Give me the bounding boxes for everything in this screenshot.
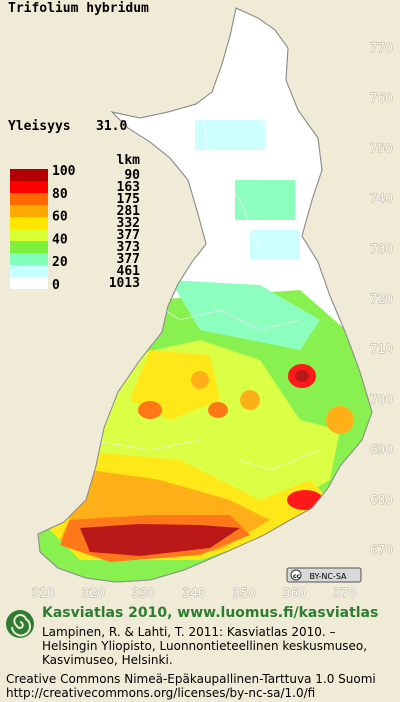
svg-text:cc: cc [293,573,301,580]
frequency-value: 31.0 [96,119,127,134]
legend-count: 1013 [109,276,140,291]
legend-count: 332 [117,216,140,231]
legend-scale-label: 20 [52,255,68,270]
northing-label: 740 [370,192,393,206]
legend-count: 373 [117,240,140,255]
legend-count: 377 [117,252,140,267]
legend-swatch [10,241,48,253]
legend-count: 163 [117,180,140,195]
legend-swatch [10,229,48,241]
citation-line: Kasvimuseo, Helsinki. [42,653,173,667]
license-line: http://creativecommons.org/licenses/by-n… [6,686,315,700]
license: Creative Commons Nimeä-Epäkaupallinen-Ta… [6,672,376,700]
legend-count: 377 [117,228,140,243]
easting-label: 370 [333,586,356,600]
northing-label: 710 [370,342,393,356]
legend-swatch [10,265,48,277]
footer-heading: Kasviatlas 2010, www.luomus.fi/kasviatla… [42,605,378,621]
legend-swatch [10,169,48,181]
northing-label: 770 [370,41,393,55]
frequency-label: Yleisyys [8,119,71,134]
easting-label: 350 [233,586,256,600]
legend-count: 461 [117,264,141,279]
legend-scale-label: 0 [52,278,60,293]
legend-scale-label: 80 [52,187,68,202]
northing-label: 730 [370,242,393,256]
northing-label: 760 [370,91,393,105]
legend-scale-label: 40 [52,232,68,247]
legend-swatch [10,277,48,289]
citation-line: Helsingin Yliopisto, Luonnontieteellinen… [42,639,367,653]
license-line: Creative Commons Nimeä-Epäkaupallinen-Ta… [6,672,376,686]
legend-count: 90 [124,168,140,183]
legend-swatch [10,205,48,217]
citation-line: Lampinen, R. & Lahti, T. 2011: Kasviatla… [42,625,336,639]
easting-label: 320 [82,586,105,600]
cc-badge-text: BY-NC-SA [309,572,347,581]
legend-count: 281 [117,204,141,219]
logo [6,610,34,638]
map [37,7,373,583]
legend-count-header: lkm [117,153,141,168]
legend-swatch [10,193,48,205]
northing-label: 750 [370,141,393,155]
easting-label: 340 [182,586,205,600]
legend-scale-label: 60 [52,210,68,225]
legend-swatch [10,217,48,229]
grid-labels: 770 760 750 740 730 720 710 700 690 680 670 310 320 3… [31,40,394,600]
legend-scale-label: 100 [52,164,76,179]
legend-swatch [10,181,48,193]
legend-swatch [10,253,48,265]
legend-count: 175 [117,192,140,207]
northing-label: 670 [370,543,393,557]
easting-label: 360 [283,586,306,600]
easting-label: 310 [32,586,55,600]
species-title: Trifolium hybridum [8,1,149,16]
northing-label: 680 [370,493,393,507]
northing-label: 700 [370,392,393,406]
northing-label: 690 [370,443,393,457]
citation: Lampinen, R. & Lahti, T. 2011: Kasviatla… [42,625,367,667]
northing-label: 720 [370,292,393,306]
legend: lkm 901631752813323773733774611013100806… [10,153,140,293]
easting-label: 330 [132,586,155,600]
cc-badge: cc BY-NC-SA [286,567,362,583]
